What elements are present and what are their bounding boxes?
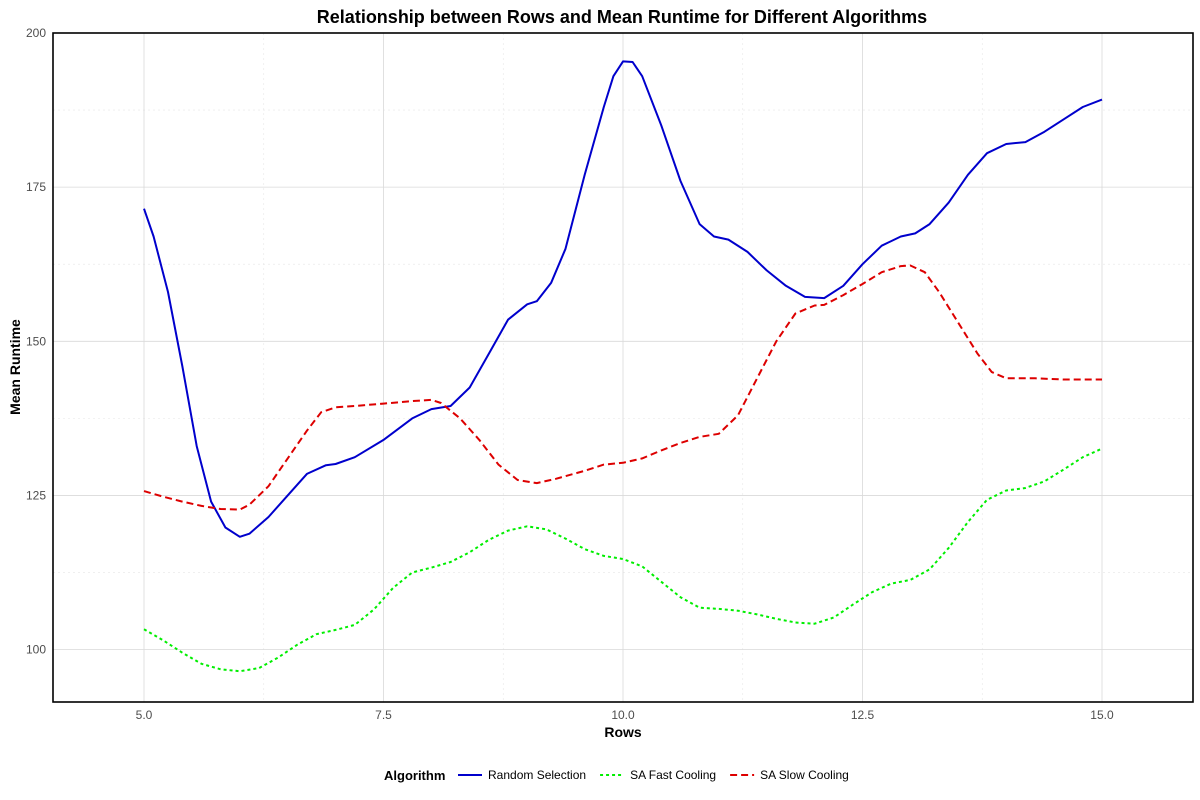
x-axis-title: Rows	[604, 724, 642, 740]
series-line-random-selection	[143, 60, 1103, 538]
legend-label-sa-slow-cooling: SA Slow Cooling	[760, 768, 849, 782]
y-tick-label: 200	[26, 26, 46, 40]
x-tick-label: 15.0	[1090, 708, 1114, 722]
chart-title: Relationship between Rows and Mean Runti…	[317, 7, 927, 27]
legend-label-random-selection: Random Selection	[488, 768, 586, 782]
legend: Algorithm Random Selection SA Fast Coolin…	[384, 768, 849, 783]
legend-title: Algorithm	[384, 768, 445, 783]
legend-items: Random Selection SA Fast Cooling SA Slow C…	[458, 768, 849, 782]
legend-label-sa-fast-cooling: SA Fast Cooling	[630, 768, 716, 782]
x-tick-label: 5.0	[136, 708, 153, 722]
y-axis-title: Mean Runtime	[7, 319, 23, 415]
y-tick-label: 125	[26, 488, 46, 502]
plot-border	[52, 32, 1194, 703]
series-line-sa-slow-cooling	[143, 264, 1102, 511]
x-tick-label: 7.5	[375, 708, 392, 722]
grid-layer	[53, 32, 1193, 702]
x-tick-label: 12.5	[851, 708, 875, 722]
y-tick-label: 175	[26, 180, 46, 194]
tick-layer: 5.0 7.5 10.0 12.5 15.0 100 125 150 175 200	[26, 26, 1114, 722]
y-tick-label: 100	[26, 643, 46, 657]
x-tick-label: 10.0	[611, 708, 635, 722]
y-tick-label: 150	[26, 334, 46, 348]
series-layer	[143, 60, 1103, 673]
